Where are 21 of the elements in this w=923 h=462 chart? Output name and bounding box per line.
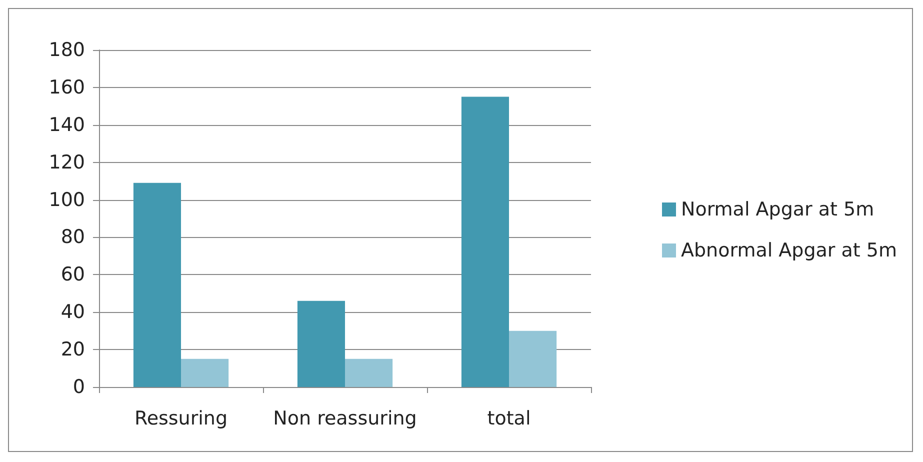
x-tick-label: total xyxy=(487,408,531,430)
y-tick-label: 40 xyxy=(60,301,85,324)
x-tick-label: Ressuring xyxy=(134,408,228,430)
bar xyxy=(181,358,229,387)
y-tick-label: 180 xyxy=(48,39,85,61)
bar xyxy=(509,330,557,387)
y-tick-label: 80 xyxy=(60,226,85,248)
legend-label: Normal Apgar at 5m xyxy=(680,198,874,220)
bar xyxy=(461,96,509,387)
bar xyxy=(345,358,393,387)
y-tick-label: 160 xyxy=(48,76,85,98)
y-tick-label: 60 xyxy=(60,264,85,286)
bar xyxy=(133,182,181,387)
y-tick-label: 100 xyxy=(48,188,85,211)
x-tick-label: Non reassuring xyxy=(273,408,417,430)
legend-label: Abnormal Apgar at 5m xyxy=(680,240,897,262)
y-tick-label: 140 xyxy=(48,114,85,136)
y-tick-label: 120 xyxy=(48,151,85,174)
bar xyxy=(297,300,345,387)
y-tick-label: 20 xyxy=(60,338,85,361)
y-tick-label: 0 xyxy=(72,376,85,398)
